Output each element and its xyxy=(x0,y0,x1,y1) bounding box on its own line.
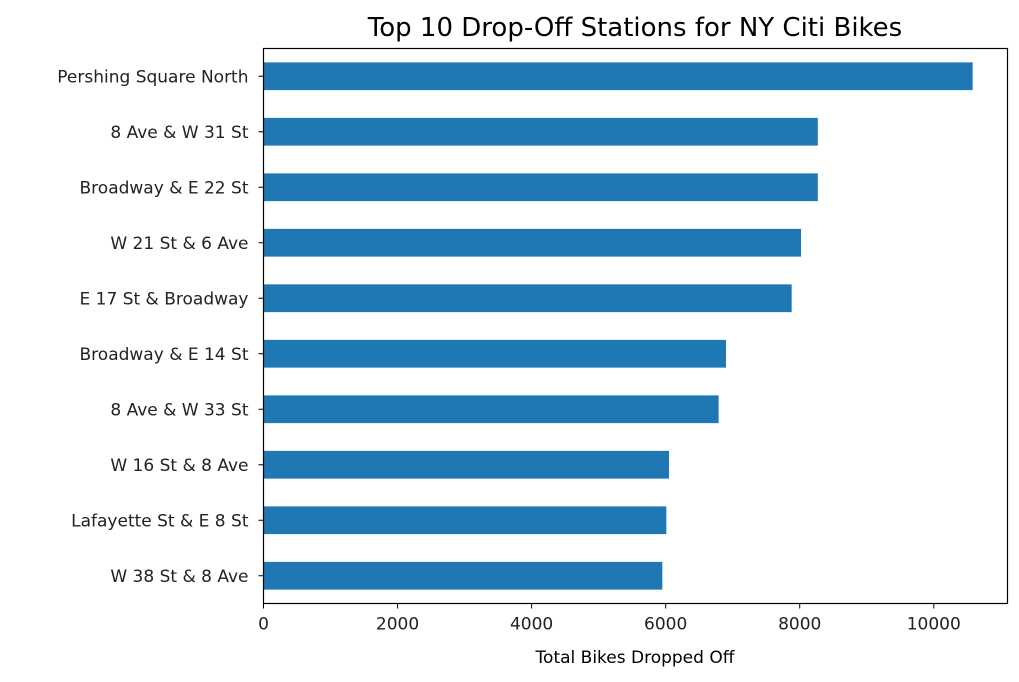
bar xyxy=(263,395,719,424)
bars-group xyxy=(263,62,973,590)
y-tick-label: 8 Ave & W 33 St xyxy=(110,400,248,420)
y-tick-label: W 16 St & 8 Ave xyxy=(110,456,248,476)
y-tick-label: Pershing Square North xyxy=(57,67,248,87)
bar xyxy=(263,561,663,590)
bar xyxy=(263,284,792,313)
x-axis-label: Total Bikes Dropped Off xyxy=(535,648,736,668)
bar xyxy=(263,117,818,146)
y-tick-label: 8 Ave & W 31 St xyxy=(110,123,248,143)
bar xyxy=(263,506,667,535)
y-tick-label: W 38 St & 8 Ave xyxy=(110,567,248,587)
bar xyxy=(263,228,802,257)
x-tick-label: 2000 xyxy=(376,615,419,635)
x-tick-label: 6000 xyxy=(644,615,687,635)
x-tick-label: 0 xyxy=(258,615,269,635)
x-tick-label: 8000 xyxy=(778,615,821,635)
chart-title: Top 10 Drop-Off Stations for NY Citi Bik… xyxy=(367,13,902,43)
x-tick-label: 4000 xyxy=(510,615,553,635)
plot-frame xyxy=(262,47,1009,605)
y-tick-label: E 17 St & Broadway xyxy=(80,289,249,309)
y-tick-label: Broadway & E 22 St xyxy=(80,178,249,198)
y-tick-label: W 21 St & 6 Ave xyxy=(110,234,248,254)
y-axis-ticks: Pershing Square North 8 Ave & W 31 St Broa… xyxy=(57,67,264,587)
x-tick-label: 10000 xyxy=(907,615,961,635)
y-tick-label: Broadway & E 14 St xyxy=(80,345,249,365)
bar xyxy=(263,173,818,202)
bar xyxy=(263,339,726,368)
y-tick-label: Lafayette St & E 8 St xyxy=(71,511,249,531)
bar xyxy=(263,62,973,91)
bar xyxy=(263,450,670,479)
x-axis-ticks: 0 2000 4000 6000 8000 10000 xyxy=(258,603,961,635)
